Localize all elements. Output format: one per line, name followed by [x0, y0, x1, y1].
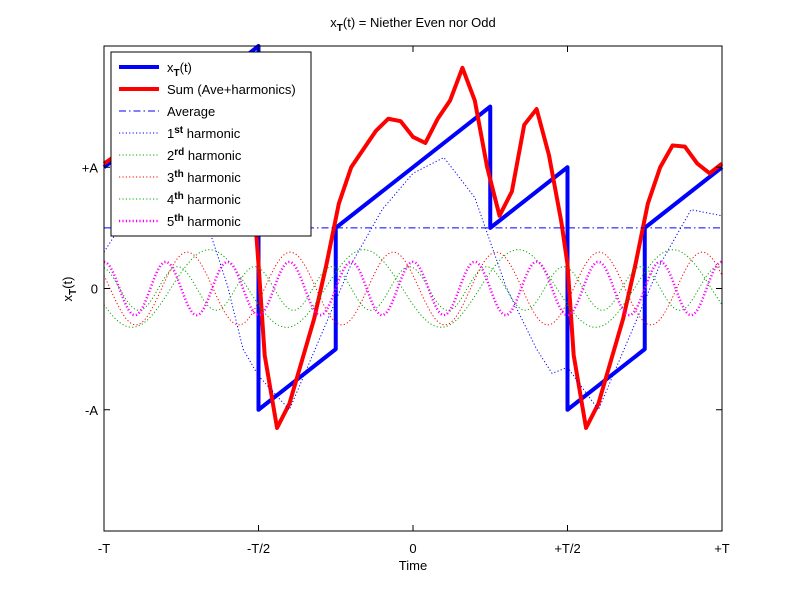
legend: xT(t) Sum (Ave+harmonics) Average 1st harmo…	[110, 51, 312, 237]
series-line-3	[103, 157, 723, 411]
series-line-5	[103, 251, 723, 326]
legend-entry: Average	[167, 104, 215, 119]
legend-entry: 4th harmonic	[167, 191, 241, 207]
legend-entry: 2rd harmonic	[167, 147, 242, 163]
x-tick-label: 0	[409, 541, 416, 556]
series-line-7	[103, 260, 723, 317]
legend-entry: xT(t)	[167, 60, 192, 79]
ticks-layer: -T -T/2 0 +T/2 +T -A 0 +A	[82, 46, 730, 556]
series-line-6	[103, 266, 723, 311]
x-tick-label: -T	[98, 541, 110, 556]
legend-entry: 5th harmonic	[167, 213, 241, 229]
series-line-4	[103, 249, 723, 328]
x-tick-label: -T/2	[247, 541, 270, 556]
x-axis-label: Time	[399, 558, 427, 573]
legend-box	[110, 51, 312, 237]
legend-entry: 3th harmonic	[167, 169, 241, 185]
chart-title: xT(t) = Niether Even nor Odd	[330, 15, 495, 34]
y-tick-label: +A	[82, 160, 99, 175]
x-tick-label: +T	[714, 541, 730, 556]
legend-entry: Sum (Ave+harmonics)	[167, 82, 296, 97]
legend-entry: 1st harmonic	[167, 125, 241, 141]
y-tick-label: 0	[91, 282, 98, 297]
y-tick-label: -A	[85, 403, 98, 418]
y-axis-label: xT(t)	[60, 277, 79, 302]
x-tick-label: +T/2	[554, 541, 580, 556]
